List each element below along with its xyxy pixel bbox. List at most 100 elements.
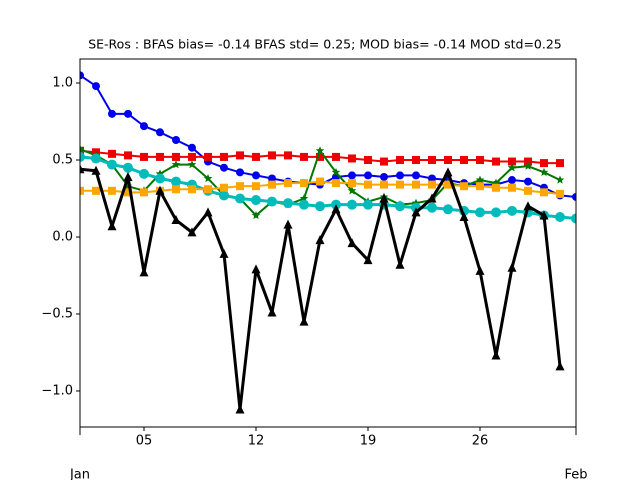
star-marker (331, 167, 341, 176)
circle-marker (475, 207, 485, 218)
star-marker (80, 144, 85, 153)
square-marker (188, 185, 196, 194)
circle-marker (571, 213, 576, 224)
square-marker (140, 152, 148, 161)
chart-title: SE-Ros : BFAS bias= -0.14 BFAS std= 0.25… (88, 37, 562, 52)
square-marker (428, 180, 436, 189)
circle-marker (267, 196, 277, 207)
triangle-marker (443, 167, 453, 177)
triangle-marker (187, 227, 197, 237)
circle-marker (348, 171, 356, 180)
triangle-marker (379, 193, 389, 203)
circle-marker (555, 211, 565, 222)
circle-marker (219, 190, 229, 201)
star-marker (187, 160, 197, 169)
circle-marker (91, 153, 101, 164)
triangle-marker (251, 264, 261, 274)
triangle-marker (91, 165, 101, 175)
star-marker (171, 160, 181, 169)
star-marker (203, 173, 213, 183)
square-marker (124, 151, 132, 160)
triangle-marker (411, 207, 421, 217)
circle-marker (80, 151, 85, 162)
circle-marker (108, 109, 116, 118)
square-marker (364, 180, 372, 189)
x-tick-label: 26 (472, 434, 489, 449)
circle-marker (363, 199, 373, 210)
triangle-marker (107, 221, 117, 231)
triangle-marker (139, 267, 149, 277)
square-marker (268, 180, 276, 189)
square-marker (540, 188, 548, 197)
circle-marker (92, 82, 100, 91)
x-tick-label: 12 (248, 434, 265, 449)
x-month-label: Feb (564, 468, 587, 480)
circle-marker (188, 143, 196, 152)
y-tick-label: 0.0 (52, 229, 73, 244)
triangle-marker (203, 207, 213, 217)
square-marker (348, 154, 356, 163)
circle-marker (252, 171, 260, 180)
square-marker (348, 179, 356, 188)
triangle-marker (80, 164, 85, 174)
square-marker (444, 156, 452, 165)
triangle-marker (475, 265, 485, 275)
square-marker (124, 188, 132, 197)
circle-marker (380, 172, 388, 181)
square-marker (540, 159, 548, 168)
square-marker (268, 151, 276, 160)
square-marker (156, 152, 164, 161)
square-marker (492, 157, 500, 166)
square-marker (284, 151, 292, 160)
square-marker (204, 185, 212, 194)
circle-marker (140, 122, 148, 131)
square-marker (300, 152, 308, 161)
square-marker (364, 156, 372, 165)
circle-marker (299, 199, 309, 210)
square-marker (428, 156, 436, 165)
square-marker (476, 182, 484, 191)
triangle-marker (235, 404, 245, 414)
triangle-marker (283, 219, 293, 229)
circle-marker (572, 192, 576, 201)
circle-marker (412, 171, 420, 180)
square-marker (236, 182, 244, 191)
square-marker (108, 149, 116, 158)
square-marker (380, 157, 388, 166)
triangle-marker (507, 262, 517, 272)
triangle-marker (347, 238, 357, 248)
square-marker (492, 183, 500, 192)
square-marker (252, 182, 260, 191)
square-marker (220, 183, 228, 192)
plot-frame (79, 58, 577, 428)
circle-marker (172, 135, 180, 144)
y-tick-label: −1.0 (41, 383, 73, 398)
circle-marker (283, 198, 293, 209)
circle-marker (364, 171, 372, 180)
circle-marker (80, 71, 84, 80)
square-marker (444, 180, 452, 189)
circle-marker (443, 204, 453, 215)
square-marker (476, 156, 484, 165)
triangle-marker (363, 255, 373, 265)
star-marker (299, 194, 309, 203)
star-marker (523, 161, 533, 170)
star-marker (251, 210, 261, 220)
star-marker (315, 146, 325, 155)
triangle-marker (331, 204, 341, 214)
triangle-marker (459, 211, 469, 221)
square-marker (172, 152, 180, 161)
circle-marker (156, 128, 164, 137)
square-marker (412, 156, 420, 165)
triangle-marker (427, 193, 437, 203)
circle-marker (235, 193, 245, 204)
square-marker (460, 182, 468, 191)
square-marker (252, 152, 260, 161)
square-marker (284, 179, 292, 188)
triangle-marker (267, 307, 277, 317)
x-tick-label: 05 (136, 434, 153, 449)
triangle-marker (299, 316, 309, 326)
plot-area (80, 71, 576, 414)
square-marker (140, 188, 148, 197)
